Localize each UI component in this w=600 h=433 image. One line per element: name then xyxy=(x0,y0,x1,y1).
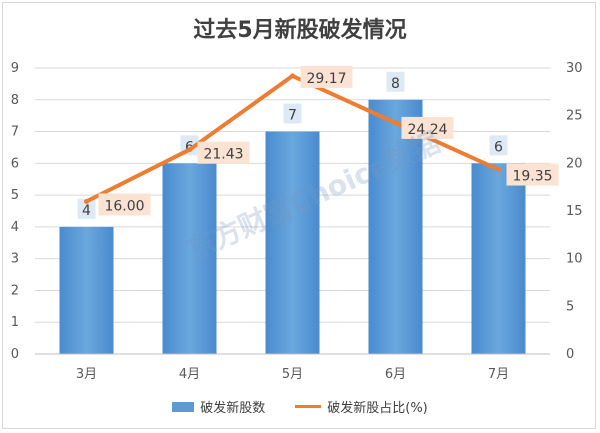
x-tick-label: 7月 xyxy=(488,367,509,382)
y-right-tick-label: 0 xyxy=(566,347,574,362)
legend-swatch-bar xyxy=(172,401,195,412)
line-data-label: 21.43 xyxy=(203,147,243,163)
line-data-label: 29.17 xyxy=(306,71,346,87)
line-label-box xyxy=(506,163,559,186)
line-point xyxy=(187,147,192,153)
bar-data-label: 8 xyxy=(391,76,400,92)
legend-item-bar[interactable]: 破发新股数 xyxy=(172,397,265,416)
line-label-box xyxy=(401,116,454,139)
y-right-tick-label: 20 xyxy=(566,156,583,171)
y-left-tick-label: 4 xyxy=(11,220,19,235)
legend-item-line[interactable]: 破发新股占比(%) xyxy=(295,397,428,416)
line-point xyxy=(393,120,398,126)
x-tick-label: 5月 xyxy=(282,367,303,382)
y-left-tick-label: 5 xyxy=(11,188,19,203)
line-point xyxy=(290,73,295,79)
x-tick-label: 4月 xyxy=(179,367,200,382)
bar-label-box xyxy=(283,103,302,124)
bar xyxy=(265,131,320,354)
y-right-tick-label: 10 xyxy=(566,252,583,267)
chart-legend: 破发新股数 破发新股占比(%) xyxy=(0,397,600,416)
bar xyxy=(162,163,217,354)
legend-swatch-line xyxy=(295,405,322,408)
y-right-tick-label: 15 xyxy=(566,204,583,219)
legend-label-bar: 破发新股数 xyxy=(200,401,266,416)
bar-data-label: 6 xyxy=(494,139,503,155)
bar xyxy=(471,163,526,354)
bar-label-box xyxy=(386,71,405,92)
bar-label-box xyxy=(489,135,508,156)
x-tick-label: 6月 xyxy=(385,367,406,382)
line-data-label: 19.35 xyxy=(512,169,552,185)
y-left-tick-label: 7 xyxy=(11,125,19,140)
bar-data-label: 4 xyxy=(82,203,91,219)
line-point xyxy=(84,198,89,204)
y-left-tick-label: 9 xyxy=(11,61,19,76)
line-data-label: 24.24 xyxy=(407,122,447,138)
y-left-tick-label: 6 xyxy=(11,156,19,171)
bar-data-label: 7 xyxy=(288,108,297,124)
legend-label-line: 破发新股占比(%) xyxy=(327,401,428,416)
x-tick-label: 3月 xyxy=(76,367,97,382)
line-label-box xyxy=(300,65,353,88)
y-left-tick-label: 2 xyxy=(11,283,19,298)
line-label-box xyxy=(197,141,250,164)
y-left-tick-label: 0 xyxy=(11,347,19,362)
y-right-tick-label: 25 xyxy=(566,109,583,124)
y-right-tick-label: 30 xyxy=(566,61,583,76)
y-left-tick-label: 1 xyxy=(11,315,19,330)
bar xyxy=(59,226,114,354)
line-data-label: 16.00 xyxy=(104,198,144,214)
line-point xyxy=(496,167,501,173)
bar xyxy=(368,99,423,355)
line-label-box xyxy=(98,193,151,216)
chart-title: 过去5月新股破发情况 xyxy=(193,18,407,43)
bar-label-box xyxy=(77,198,96,219)
y-right-tick-label: 5 xyxy=(566,299,574,314)
y-left-tick-label: 3 xyxy=(11,252,19,267)
y-left-tick-label: 8 xyxy=(11,93,19,108)
